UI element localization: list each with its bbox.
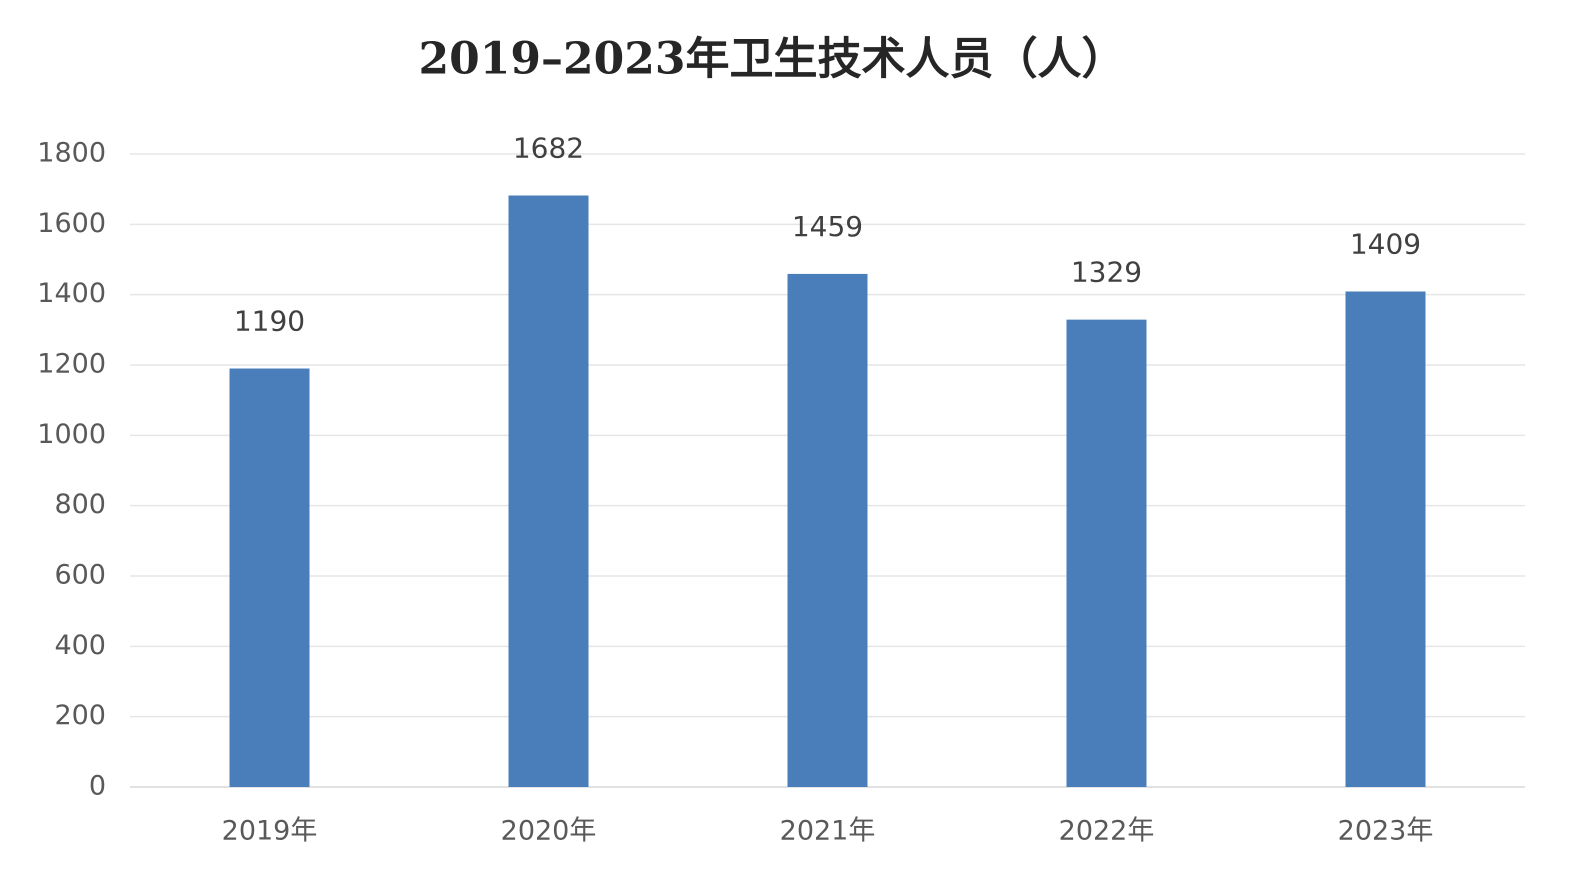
y-tick-label: 0 bbox=[89, 771, 106, 802]
x-tick-label: 2020年 bbox=[501, 816, 597, 847]
chart-title: 2019–2023年卫生技术人员（人） bbox=[419, 34, 1126, 85]
y-tick-label: 1200 bbox=[37, 349, 106, 380]
bar bbox=[1345, 291, 1426, 787]
y-tick-label: 1400 bbox=[37, 278, 106, 309]
bar bbox=[787, 273, 868, 787]
y-tick-label: 200 bbox=[54, 700, 106, 731]
y-tick-label: 800 bbox=[54, 489, 106, 520]
data-label: 1459 bbox=[792, 210, 863, 243]
data-label: 1190 bbox=[234, 305, 305, 338]
y-tick-label: 1000 bbox=[37, 419, 106, 450]
data-label: 1329 bbox=[1071, 256, 1142, 289]
x-tick-label: 2021年 bbox=[780, 816, 876, 847]
bar bbox=[229, 368, 310, 787]
y-tick-label: 600 bbox=[54, 560, 106, 591]
x-tick-label: 2023年 bbox=[1338, 816, 1434, 847]
data-label: 1682 bbox=[513, 131, 584, 164]
y-tick-label: 400 bbox=[54, 630, 106, 661]
data-label: 1409 bbox=[1350, 228, 1421, 261]
bar bbox=[508, 195, 589, 787]
x-tick-label: 2019年 bbox=[222, 816, 318, 847]
y-tick-label: 1600 bbox=[37, 208, 106, 239]
x-tick-label: 2022年 bbox=[1059, 816, 1155, 847]
bar bbox=[1066, 319, 1147, 787]
y-tick-label: 1800 bbox=[37, 138, 106, 169]
